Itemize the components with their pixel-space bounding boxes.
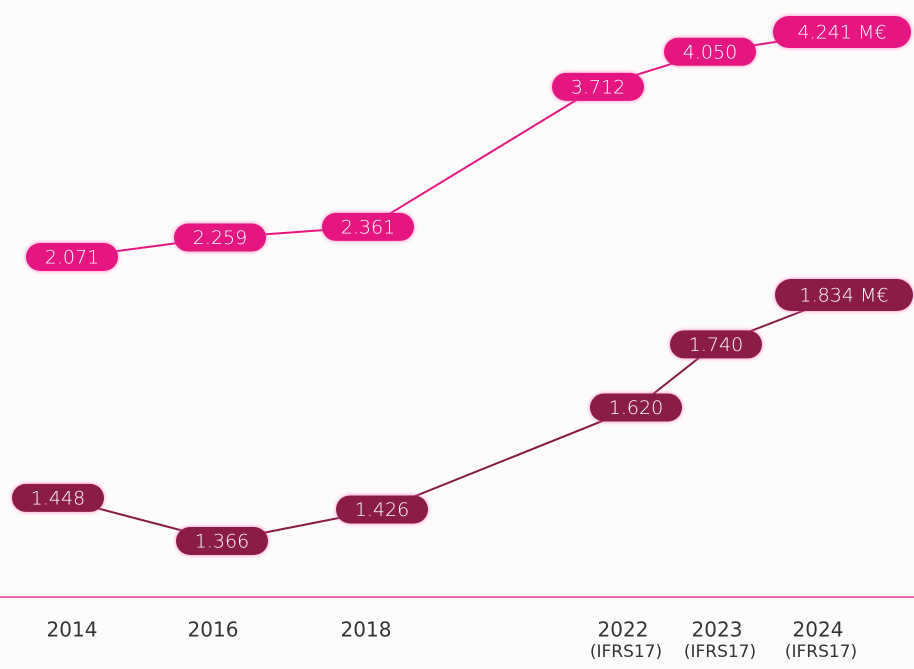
- value-pill: 1.448: [12, 483, 104, 512]
- pill: [12, 483, 104, 512]
- pill: [174, 223, 266, 252]
- x-tick-note: (IFRS17): [590, 642, 662, 662]
- pill: [336, 495, 428, 524]
- value-pill: 2.259: [174, 223, 266, 252]
- value-label: 1.426: [355, 499, 409, 521]
- x-tick-label: 2016: [188, 618, 239, 642]
- value-pill: 2.361: [322, 212, 414, 241]
- value-pill: 1.426: [336, 495, 428, 524]
- x-tick-label: 2023: [692, 618, 743, 642]
- pill: [322, 212, 414, 241]
- pill: [590, 393, 682, 422]
- x-tick-label: 2022: [598, 618, 649, 642]
- x-tick-label: 2018: [341, 618, 392, 642]
- x-tick-note: (IFRS17): [785, 642, 857, 662]
- pill: [775, 279, 913, 311]
- value-label: 3.712: [571, 76, 625, 98]
- x-tick-label: 2014: [47, 618, 98, 642]
- x-tick-note: (IFRS17): [684, 642, 756, 662]
- value-label: 4.050: [683, 41, 737, 63]
- pill: [664, 37, 756, 66]
- value-label: 2.071: [45, 247, 99, 269]
- value-label: 2.361: [341, 216, 395, 238]
- value-pill: 2.071: [26, 243, 118, 271]
- x-tick-label: 2024: [793, 618, 844, 642]
- pill: [176, 527, 268, 555]
- value-pill: 1.834 M€: [775, 279, 913, 311]
- pill: [552, 72, 644, 101]
- value-label: 1.620: [609, 397, 663, 419]
- value-label: 4.241 M€: [798, 22, 887, 44]
- value-label: 1.740: [689, 334, 743, 356]
- pill: [670, 330, 762, 359]
- pill: [773, 16, 911, 48]
- value-pill: 4.241 M€: [773, 16, 911, 48]
- value-pill: 1.740: [670, 330, 762, 359]
- value-label: 1.366: [195, 531, 249, 553]
- value-label: 1.448: [31, 487, 85, 509]
- value-pill: 3.712: [552, 72, 644, 101]
- value-label: 2.259: [193, 227, 247, 249]
- pill: [26, 243, 118, 271]
- value-label: 1.834 M€: [800, 285, 889, 307]
- value-pill: 1.620: [590, 393, 682, 422]
- value-pill: 4.050: [664, 37, 756, 66]
- value-pill: 1.366: [176, 527, 268, 555]
